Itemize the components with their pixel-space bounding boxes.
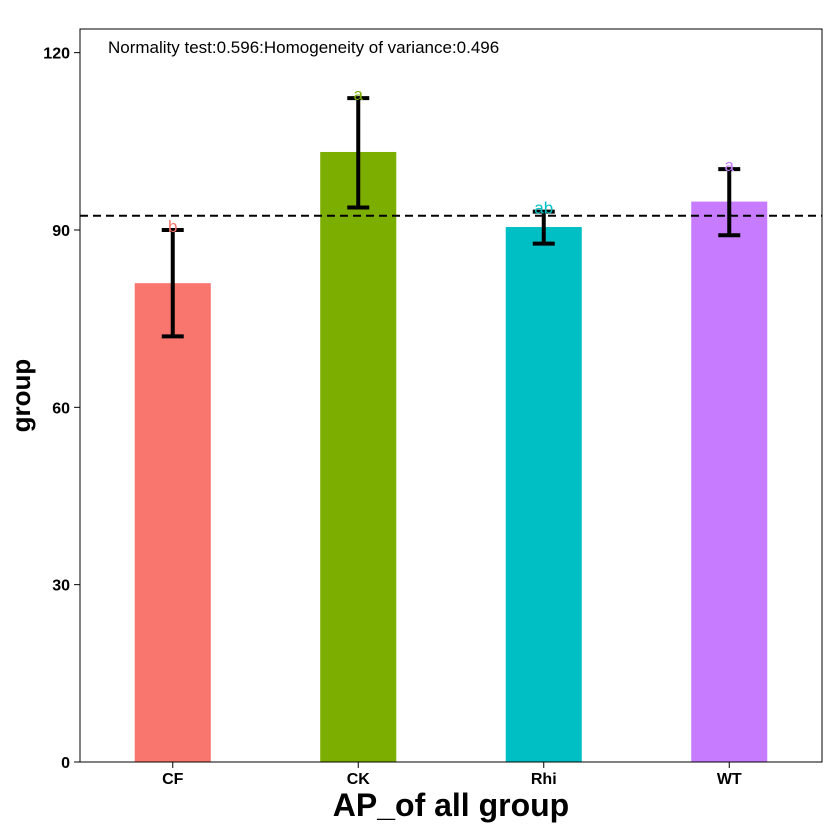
error-bars-layer bbox=[161, 96, 741, 339]
plot-frame bbox=[79, 28, 823, 763]
x-tick-label-rhi: Rhi bbox=[531, 771, 557, 788]
x-axis-title: AP_of all group bbox=[333, 787, 569, 823]
error-bar-wt bbox=[718, 167, 741, 238]
normality-annotation: Normality test:0.596:Homogeneity of vari… bbox=[108, 38, 499, 57]
y-axis-title: group bbox=[6, 359, 36, 433]
y-axis: 0 30 60 90 120 bbox=[43, 46, 80, 772]
x-tick-label-ck: CK bbox=[347, 771, 371, 788]
x-axis: CF CK Rhi WT bbox=[162, 762, 742, 788]
y-tick-label: 60 bbox=[52, 400, 70, 417]
error-bar-ck bbox=[347, 96, 370, 210]
bar-ck bbox=[320, 151, 397, 762]
significance-label-cf: b bbox=[168, 217, 177, 236]
significance-label-wt: a bbox=[725, 156, 735, 175]
significance-label-ck: a bbox=[354, 85, 364, 104]
bars-layer bbox=[134, 151, 768, 763]
x-tick-label-wt: WT bbox=[717, 771, 742, 788]
y-tick-label: 90 bbox=[52, 223, 70, 240]
error-bar-cf bbox=[161, 227, 184, 339]
y-tick-label: 120 bbox=[43, 46, 70, 63]
bar-wt bbox=[691, 201, 768, 762]
y-tick-label: 0 bbox=[61, 755, 70, 772]
significance-labels-layer: b a ab a bbox=[168, 85, 735, 236]
x-tick-label-cf: CF bbox=[162, 771, 184, 788]
error-bar-rhi bbox=[532, 209, 555, 246]
bar-cf bbox=[134, 283, 211, 762]
significance-label-rhi: ab bbox=[534, 199, 553, 218]
bar-rhi bbox=[505, 227, 582, 763]
y-tick-label: 30 bbox=[52, 578, 70, 595]
